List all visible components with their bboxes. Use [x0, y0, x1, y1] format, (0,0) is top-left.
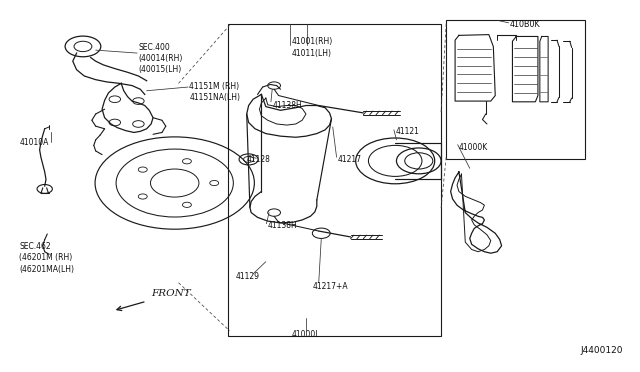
Text: 41138H: 41138H	[272, 101, 302, 110]
Text: 41000L: 41000L	[292, 330, 320, 339]
Text: 41010A: 41010A	[19, 138, 49, 147]
Text: 41129: 41129	[236, 272, 260, 281]
Text: 410B0K: 410B0K	[510, 20, 541, 29]
Text: 41001(RH)
41011(LH): 41001(RH) 41011(LH)	[291, 38, 333, 58]
Bar	[446, 20, 585, 160]
Text: 41151M (RH)
41151NA(LH): 41151M (RH) 41151NA(LH)	[189, 82, 241, 102]
Text: SEC.462
(46201M (RH)
(46201MA(LH): SEC.462 (46201M (RH) (46201MA(LH)	[19, 243, 74, 273]
Text: 41138H: 41138H	[268, 221, 298, 230]
Text: 41000K: 41000K	[459, 143, 488, 152]
Text: 41217: 41217	[338, 155, 362, 164]
Text: J4400120: J4400120	[580, 346, 623, 355]
Bar	[395, 143, 441, 179]
Text: 41128: 41128	[246, 155, 271, 164]
Text: 41217+A: 41217+A	[312, 282, 348, 291]
Text: 41121: 41121	[395, 127, 419, 136]
Text: SEC.400
(40014(RH)
(40015(LH): SEC.400 (40014(RH) (40015(LH)	[138, 43, 183, 74]
Text: FRONT: FRONT	[151, 289, 191, 298]
Bar	[228, 23, 441, 336]
